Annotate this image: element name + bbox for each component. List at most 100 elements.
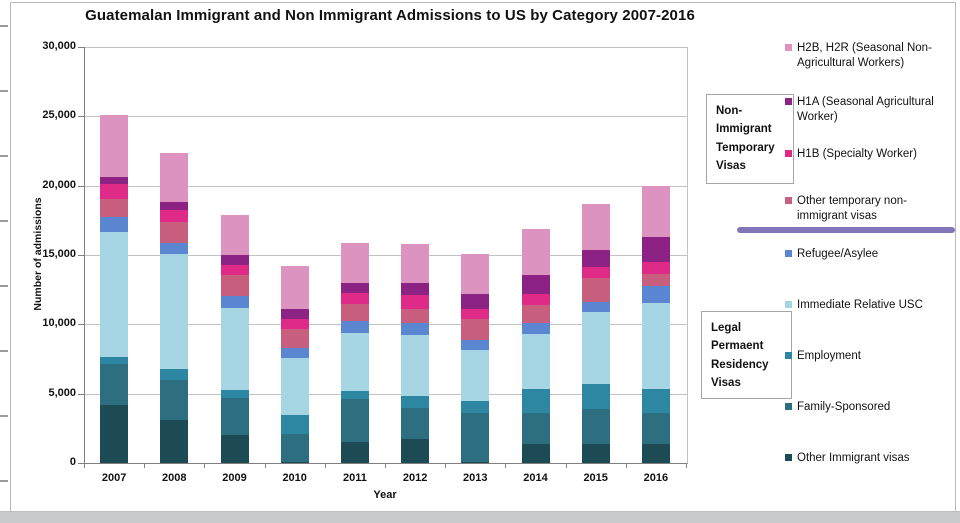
x-axis-tick-mark bbox=[144, 463, 145, 468]
page-edge-tick bbox=[0, 415, 8, 417]
bar-segment-other_immigrant-2014 bbox=[521, 444, 550, 463]
bar-segment-family_sponsored-2012 bbox=[401, 408, 430, 439]
page-edge-tick bbox=[0, 155, 8, 157]
bar-segment-h2b_h2r-2012 bbox=[401, 244, 430, 283]
legend-swatch-icon bbox=[785, 403, 792, 410]
bar-segment-h1b-2013 bbox=[461, 309, 490, 319]
bar-segment-family_sponsored-2014 bbox=[521, 413, 550, 444]
bar-segment-other_immigrant-2013 bbox=[461, 462, 490, 463]
legend-label: Other Immigrant visas bbox=[797, 452, 910, 464]
bar-segment-h1b-2012 bbox=[401, 295, 430, 309]
y-axis-tick-mark bbox=[78, 185, 84, 187]
y-tick-label: 30,000 bbox=[42, 40, 76, 52]
bar-segment-h2b_h2r-2008 bbox=[160, 153, 189, 202]
bar-segment-h2b_h2r-2007 bbox=[100, 115, 129, 177]
bar-segment-family_sponsored-2010 bbox=[280, 434, 309, 462]
bar-segment-other_immigrant-2007 bbox=[100, 405, 129, 463]
y-tick-label: 5,000 bbox=[48, 386, 76, 399]
legend-label: Immediate Relative USC bbox=[797, 299, 923, 311]
gridline bbox=[85, 116, 687, 118]
legend-item-employment: Employment bbox=[785, 349, 957, 364]
legend-item-h1b: H1B (Specialty Worker) bbox=[785, 147, 957, 162]
bar-segment-other_temp_nonimmigrant-2014 bbox=[521, 305, 550, 323]
bar-segment-family_sponsored-2008 bbox=[160, 380, 189, 420]
bar-segment-other_temp_nonimmigrant-2008 bbox=[160, 222, 189, 243]
bar-segment-other_temp_nonimmigrant-2009 bbox=[220, 275, 249, 296]
bar-segment-refugee_asylee-2007 bbox=[100, 217, 129, 232]
bar-segment-other_immigrant-2016 bbox=[641, 444, 670, 463]
page-right-border bbox=[955, 2, 956, 511]
bar-segment-h1b-2015 bbox=[581, 267, 610, 278]
bar-segment-employment-2011 bbox=[340, 391, 369, 399]
gridline bbox=[85, 185, 687, 187]
bar-segment-refugee_asylee-2010 bbox=[280, 348, 309, 358]
x-axis-tick-mark bbox=[385, 463, 386, 468]
bar-segment-employment-2014 bbox=[521, 389, 550, 413]
legend-swatch-icon bbox=[785, 352, 792, 359]
page-edge-border bbox=[10, 2, 11, 511]
y-tick-label: 0 bbox=[69, 456, 76, 468]
x-tick-label: 2011 bbox=[342, 472, 367, 484]
bar-segment-family_sponsored-2009 bbox=[220, 398, 249, 435]
bar-segment-h1a-2015 bbox=[581, 250, 610, 267]
legend-label: Other temporary non-immigrant visas bbox=[797, 195, 907, 222]
x-axis-tick-mark bbox=[445, 463, 446, 468]
bar-segment-refugee_asylee-2016 bbox=[641, 286, 670, 303]
window-bottom-strip bbox=[0, 511, 960, 523]
bar-segment-immediate_relative_usc-2009 bbox=[220, 308, 249, 390]
bar-segment-h1b-2007 bbox=[100, 184, 129, 199]
bar-segment-employment-2010 bbox=[280, 415, 309, 434]
bar-segment-refugee_asylee-2012 bbox=[401, 323, 430, 335]
legend-item-other_immigrant: Other Immigrant visas bbox=[785, 451, 957, 466]
x-axis-tick-mark bbox=[566, 463, 567, 468]
bar-segment-h2b_h2r-2014 bbox=[521, 229, 550, 275]
bar-segment-h2b_h2r-2010 bbox=[280, 266, 309, 309]
bar-segment-employment-2008 bbox=[160, 369, 189, 380]
bar-segment-h2b_h2r-2009 bbox=[220, 215, 249, 255]
x-tick-label: 2013 bbox=[463, 472, 488, 484]
bar-segment-refugee_asylee-2014 bbox=[521, 323, 550, 334]
bar-segment-immediate_relative_usc-2012 bbox=[401, 335, 430, 396]
legend-swatch-icon bbox=[785, 250, 792, 257]
x-tick-label: 2007 bbox=[101, 472, 127, 484]
bar-segment-refugee_asylee-2008 bbox=[160, 243, 189, 254]
page-edge-tick bbox=[0, 25, 8, 27]
x-tick-label: 2008 bbox=[162, 472, 187, 484]
legend-item-h1a: H1A (Seasonal Agricultural Worker) bbox=[785, 95, 957, 124]
legend-label: H1A (Seasonal Agricultural Worker) bbox=[797, 96, 934, 123]
x-tick-label: 2015 bbox=[583, 472, 608, 484]
bar-segment-immediate_relative_usc-2013 bbox=[461, 350, 490, 401]
plot-area bbox=[84, 47, 688, 464]
bar-segment-h2b_h2r-2016 bbox=[641, 186, 670, 237]
x-axis-tick-mark bbox=[626, 463, 627, 468]
gridline bbox=[85, 324, 687, 326]
bar-segment-h1a-2008 bbox=[160, 202, 189, 210]
bar-segment-h1b-2011 bbox=[340, 293, 369, 304]
legend-item-refugee_asylee: Refugee/Asylee bbox=[785, 247, 957, 262]
bar-segment-immediate_relative_usc-2015 bbox=[581, 312, 610, 384]
legend-swatch-icon bbox=[785, 197, 792, 204]
bar-segment-refugee_asylee-2015 bbox=[581, 302, 610, 312]
bar-segment-h1a-2016 bbox=[641, 237, 670, 262]
non-immigrant-temporary-visas-note-box: Non- Immigrant Temporary Visas bbox=[706, 94, 794, 184]
y-axis-tick-mark bbox=[78, 47, 84, 48]
bar-segment-immediate_relative_usc-2008 bbox=[160, 254, 189, 369]
bar-segment-h1b-2009 bbox=[220, 265, 249, 275]
bar-segment-immediate_relative_usc-2016 bbox=[641, 303, 670, 389]
y-tick-label: 15,000 bbox=[42, 248, 76, 260]
bar-segment-other_immigrant-2008 bbox=[160, 420, 189, 463]
page-edge-tick bbox=[0, 350, 8, 352]
x-tick-label: 2009 bbox=[222, 472, 247, 484]
x-tick-label: 2012 bbox=[402, 472, 428, 484]
bar-segment-other_temp_nonimmigrant-2013 bbox=[461, 319, 490, 340]
x-axis-tick-mark bbox=[84, 463, 85, 468]
bar-segment-h1b-2016 bbox=[641, 262, 670, 274]
y-tick-label: 20,000 bbox=[42, 178, 76, 191]
chart-title: Guatemalan Immigrant and Non Immigrant A… bbox=[85, 7, 695, 24]
x-axis-tick-mark bbox=[204, 463, 205, 468]
bar-segment-h1b-2014 bbox=[521, 294, 550, 305]
note-line: Immigrant bbox=[716, 123, 772, 136]
bar-segment-h1a-2010 bbox=[280, 309, 309, 319]
bar-segment-employment-2009 bbox=[220, 390, 249, 398]
bar-segment-immediate_relative_usc-2007 bbox=[100, 232, 129, 357]
